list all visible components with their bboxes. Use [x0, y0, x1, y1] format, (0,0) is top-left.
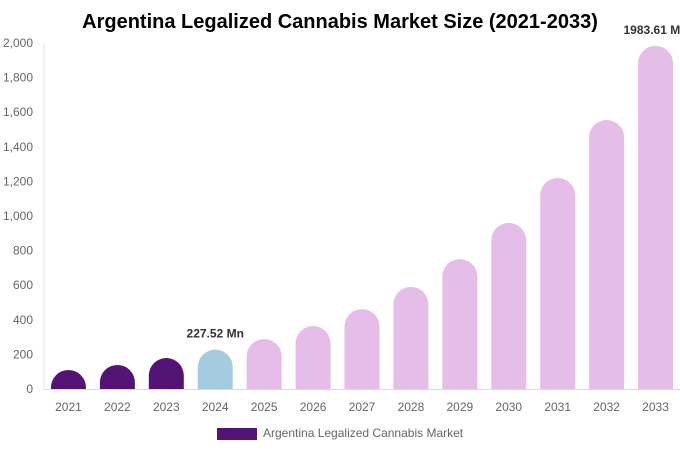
bar-2031	[540, 177, 576, 389]
y-tick-label: 1,800	[3, 71, 33, 85]
data-label: 1983.61 Mn	[624, 23, 680, 37]
x-tick-label: 2031	[544, 400, 571, 414]
x-tick-label: 2030	[495, 400, 522, 414]
y-tick-label: 1,600	[3, 105, 33, 119]
x-tick-label: 2022	[104, 400, 131, 414]
data-label: 227.52 Mn	[187, 327, 244, 341]
y-tick-label: 800	[13, 244, 33, 258]
bar-2021	[50, 369, 86, 389]
bar-2023	[148, 358, 184, 389]
x-tick-label: 2028	[398, 400, 425, 414]
legend-label: Argentina Legalized Cannabis Market	[263, 426, 464, 440]
x-tick-label: 2033	[642, 400, 669, 414]
x-tick-label: 2021	[55, 400, 82, 414]
y-tick-label: 200	[13, 347, 33, 361]
data-labels: 227.52 Mn 1983.61 Mn	[187, 23, 680, 341]
y-tick-label: 2,000	[3, 36, 33, 50]
x-tick-label: 2024	[202, 400, 229, 414]
x-tick-label: 2029	[446, 400, 473, 414]
y-tick-label: 1,400	[3, 140, 33, 154]
legend-swatch	[217, 428, 257, 440]
bar-2033	[638, 45, 674, 389]
bar-2024	[197, 349, 233, 389]
legend[interactable]: Argentina Legalized Cannabis Market	[217, 426, 464, 440]
y-tick-label: 1,000	[3, 209, 33, 223]
x-tick-label: 2027	[349, 400, 376, 414]
bar-2028	[393, 286, 429, 389]
bar-2022	[99, 364, 135, 389]
y-tick-label: 600	[13, 278, 33, 292]
bar-2029	[442, 259, 478, 389]
bar-2026	[295, 326, 331, 389]
x-tick-label: 2032	[593, 400, 620, 414]
y-axis: 0 200 400 600 800 1,000 1,200 1,400 1,600 1,800 2,…	[3, 36, 33, 396]
chart-title: Argentina Legalized Cannabis Market Size…	[82, 11, 598, 33]
y-tick-label: 0	[26, 382, 33, 396]
bars	[50, 45, 674, 390]
x-axis: 2021 2022 2023 2024 2025 2026 2027 2028 2029 2030…	[55, 400, 669, 414]
bar-2032	[589, 119, 625, 390]
y-tick-label: 1,200	[3, 174, 33, 188]
y-tick-label: 400	[13, 313, 33, 327]
x-tick-label: 2023	[153, 400, 180, 414]
bar-2025	[246, 339, 282, 389]
bar-2030	[491, 222, 527, 389]
x-tick-label: 2025	[251, 400, 278, 414]
x-tick-label: 2026	[300, 400, 327, 414]
bar-2027	[344, 309, 380, 389]
